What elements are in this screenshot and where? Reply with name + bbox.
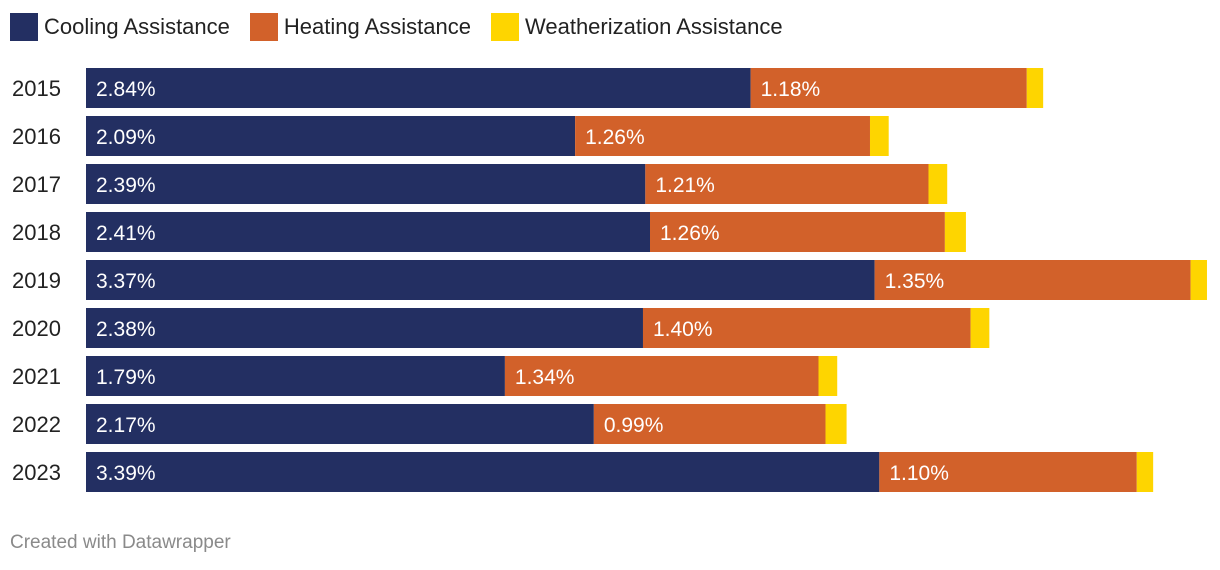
category-label-2017: 2017: [12, 172, 61, 197]
legend-label-heating: Heating Assistance: [283, 14, 471, 39]
category-label-2019: 2019: [12, 268, 61, 293]
value-label-heating-2021: 1.34%: [515, 366, 575, 389]
bar-cooling-2016: [86, 116, 576, 156]
value-label-cooling-2019: 3.37%: [96, 270, 156, 293]
bar-cooling-2019: [86, 260, 875, 300]
value-label-heating-2015: 1.18%: [761, 78, 821, 101]
bar-weatherization-2018: [944, 212, 966, 252]
value-label-cooling-2022: 2.17%: [96, 414, 156, 437]
bar-weatherization-2021: [818, 356, 838, 396]
bar-cooling-2020: [86, 308, 643, 348]
legend-swatch-cooling: [10, 13, 38, 41]
value-label-cooling-2015: 2.84%: [96, 78, 156, 101]
bar-cooling-2021: [86, 356, 505, 396]
legend-item-heating: Heating Assistance: [249, 13, 471, 41]
value-label-heating-2017: 1.21%: [655, 174, 715, 197]
category-label-2023: 2023: [12, 460, 61, 485]
value-label-heating-2022: 0.99%: [604, 414, 664, 437]
bar-heating-2021: [504, 356, 819, 396]
stacked-bar-chart: 2015 2.84% 1.18% 2016 2.09% 1.26% 2017 2.39% 1.2…: [12, 68, 1207, 492]
bar-heating-2018: [650, 212, 945, 252]
category-label-2018: 2018: [12, 220, 61, 245]
bar-cooling-2018: [86, 212, 650, 252]
bar-heating-2020: [642, 308, 971, 348]
legend-label-weatherization: Weatherization Assistance: [525, 14, 783, 39]
bar-weatherization-2016: [869, 116, 889, 156]
category-label-2015: 2015: [12, 76, 61, 101]
value-label-heating-2019: 1.35%: [885, 270, 945, 293]
datawrapper-credit: Created with Datawrapper: [10, 532, 231, 553]
value-label-cooling-2020: 2.38%: [96, 318, 156, 341]
value-label-heating-2023: 1.10%: [889, 462, 949, 485]
value-label-cooling-2023: 3.39%: [96, 462, 156, 485]
legend-item-weatherization: Weatherization Assistance: [491, 13, 783, 41]
bar-cooling-2017: [86, 164, 646, 204]
legend-item-cooling: Cooling Assistance: [10, 13, 230, 41]
legend-swatch-weatherization: [491, 13, 519, 41]
bar-cooling-2015: [86, 68, 751, 108]
bar-heating-2023: [879, 452, 1137, 492]
bar-heating-2016: [575, 116, 870, 156]
value-label-cooling-2021: 1.79%: [96, 366, 156, 389]
legend-label-cooling: Cooling Assistance: [44, 14, 230, 39]
bar-weatherization-2020: [970, 308, 990, 348]
bar-weatherization-2019: [1190, 260, 1207, 300]
bar-weatherization-2017: [928, 164, 948, 204]
bar-weatherization-2022: [825, 404, 847, 444]
value-label-heating-2018: 1.26%: [660, 222, 720, 245]
bar-weatherization-2015: [1026, 68, 1044, 108]
category-label-2016: 2016: [12, 124, 61, 149]
bar-cooling-2023: [86, 452, 880, 492]
value-label-heating-2020: 1.40%: [653, 318, 713, 341]
category-label-2020: 2020: [12, 316, 61, 341]
chart-legend: Cooling Assistance Heating Assistance We…: [10, 12, 803, 42]
category-label-2022: 2022: [12, 412, 61, 437]
value-label-heating-2016: 1.26%: [585, 126, 645, 149]
bar-heating-2019: [874, 260, 1191, 300]
category-label-2021: 2021: [12, 364, 61, 389]
bar-heating-2015: [750, 68, 1027, 108]
bar-weatherization-2023: [1136, 452, 1154, 492]
bar-heating-2017: [645, 164, 929, 204]
value-label-cooling-2018: 2.41%: [96, 222, 156, 245]
value-label-cooling-2017: 2.39%: [96, 174, 156, 197]
bar-cooling-2022: [86, 404, 594, 444]
value-label-cooling-2016: 2.09%: [96, 126, 156, 149]
legend-swatch-heating: [249, 13, 278, 41]
bar-heating-2022: [593, 404, 826, 444]
